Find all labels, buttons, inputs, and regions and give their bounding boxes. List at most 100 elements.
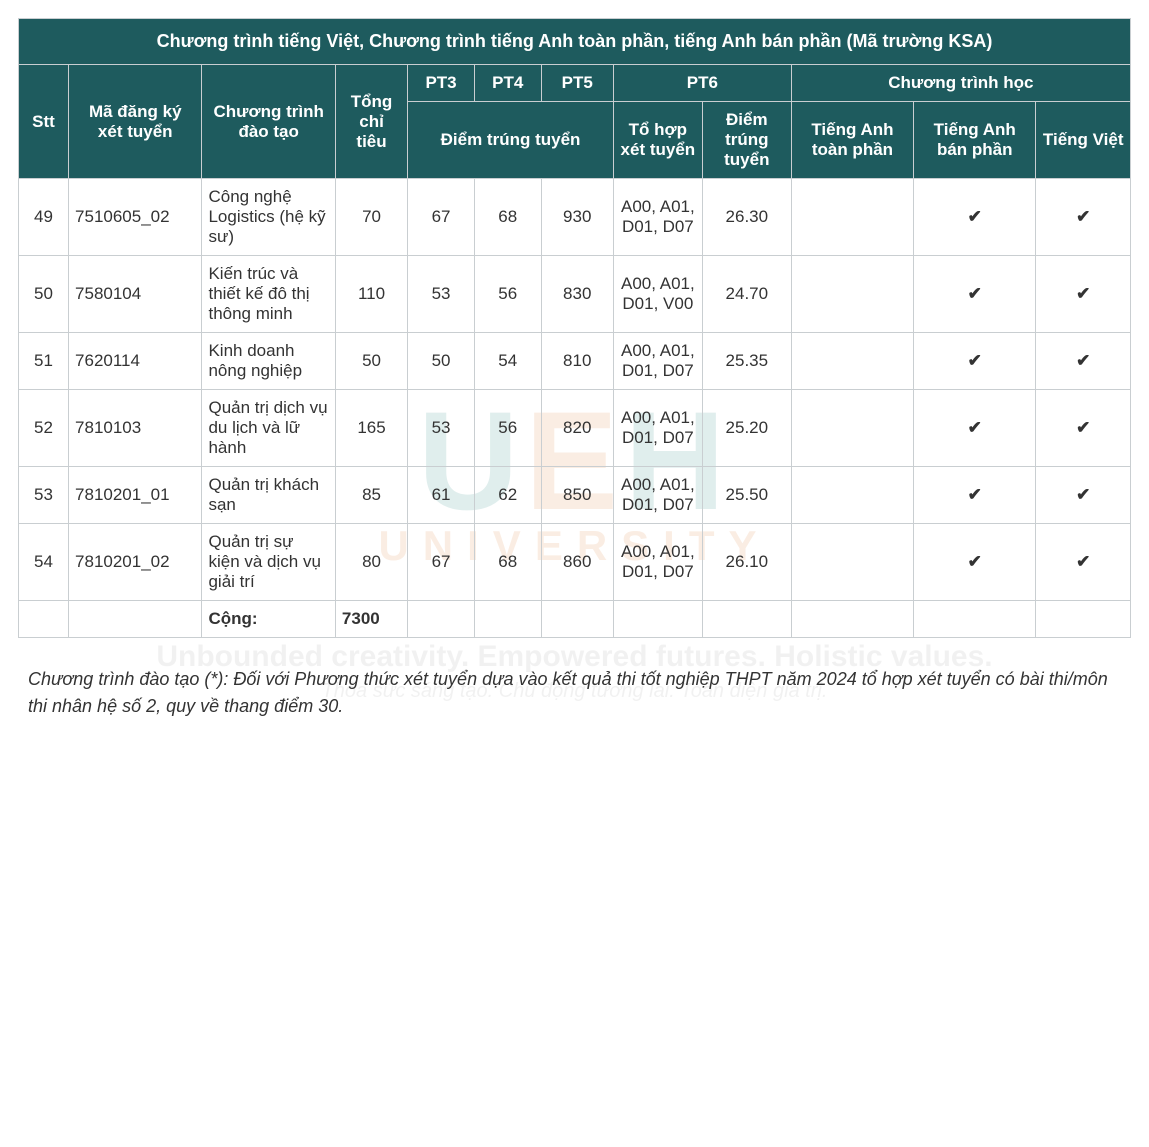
col-program: Chương trình đào tạo <box>202 65 335 179</box>
cell-ch-vi: ✔ <box>1036 333 1131 390</box>
cell-pt3: 67 <box>408 524 475 601</box>
cell-pt3: 53 <box>408 256 475 333</box>
cell-stt: 49 <box>19 179 69 256</box>
cell-ch-half: ✔ <box>914 179 1036 256</box>
cell-pt4: 56 <box>474 256 541 333</box>
cell-ch-vi: ✔ <box>1036 467 1131 524</box>
cell-pt6-score: 25.20 <box>702 390 791 467</box>
cell-pt4: 62 <box>474 467 541 524</box>
cell-program: Quản trị dịch vụ du lịch và lữ hành <box>202 390 335 467</box>
cell-ch-full <box>791 179 913 256</box>
cell-ch-full <box>791 333 913 390</box>
cell-quota: 70 <box>335 179 407 256</box>
table-row: 547810201_02Quản trị sự kiện và dịch vụ … <box>19 524 1131 601</box>
cell-ch-full <box>791 524 913 601</box>
cell-ch-vi: ✔ <box>1036 179 1131 256</box>
col-pt6-combo: Tổ hợp xét tuyển <box>613 102 702 179</box>
cell-ch-vi: ✔ <box>1036 390 1131 467</box>
cell-ch-full <box>791 256 913 333</box>
cell-program: Công nghệ Logistics (hệ kỹ sư) <box>202 179 335 256</box>
table-body: 497510605_02Công nghệ Logistics (hệ kỹ s… <box>19 179 1131 601</box>
cell-pt3: 67 <box>408 179 475 256</box>
total-label: Cộng: <box>202 601 335 638</box>
col-code: Mã đăng ký xét tuyển <box>69 65 202 179</box>
cell-pt4: 54 <box>474 333 541 390</box>
col-pt5: PT5 <box>541 65 613 102</box>
cell-quota: 85 <box>335 467 407 524</box>
cell-pt6-score: 24.70 <box>702 256 791 333</box>
col-stt: Stt <box>19 65 69 179</box>
cell-pt3: 61 <box>408 467 475 524</box>
cell-ch-full <box>791 467 913 524</box>
cell-pt5: 930 <box>541 179 613 256</box>
cell-quota: 50 <box>335 333 407 390</box>
cell-program: Quản trị khách sạn <box>202 467 335 524</box>
col-ch-vi: Tiếng Việt <box>1036 102 1131 179</box>
admissions-table: Chương trình tiếng Việt, Chương trình ti… <box>18 18 1131 638</box>
cell-stt: 52 <box>19 390 69 467</box>
cell-pt5: 860 <box>541 524 613 601</box>
cell-ch-vi: ✔ <box>1036 524 1131 601</box>
cell-pt6-score: 25.50 <box>702 467 791 524</box>
cell-pt5: 850 <box>541 467 613 524</box>
cell-program: Quản trị sự kiện và dịch vụ giải trí <box>202 524 335 601</box>
footnote-text: Chương trình đào tạo (*): Đối với Phương… <box>18 666 1131 720</box>
cell-pt4: 68 <box>474 524 541 601</box>
cell-pt3: 50 <box>408 333 475 390</box>
cell-pt6-combo: A00, A01, D01, D07 <box>613 524 702 601</box>
cell-pt3: 53 <box>408 390 475 467</box>
table-total-row: Cộng: 7300 <box>19 601 1131 638</box>
cell-program: Kiến trúc và thiết kế đô thị thông minh <box>202 256 335 333</box>
cell-pt5: 820 <box>541 390 613 467</box>
table-row: 497510605_02Công nghệ Logistics (hệ kỹ s… <box>19 179 1131 256</box>
cell-ch-half: ✔ <box>914 467 1036 524</box>
cell-ch-half: ✔ <box>914 390 1036 467</box>
col-pt6: PT6 <box>613 65 791 102</box>
cell-pt6-score: 26.30 <box>702 179 791 256</box>
cell-pt6-combo: A00, A01, D01, D07 <box>613 467 702 524</box>
cell-code: 7620114 <box>69 333 202 390</box>
cell-pt4: 56 <box>474 390 541 467</box>
col-ch-full: Tiếng Anh toàn phần <box>791 102 913 179</box>
cell-code: 7510605_02 <box>69 179 202 256</box>
col-pt3: PT3 <box>408 65 475 102</box>
col-pt6-score: Điểm trúng tuyển <box>702 102 791 179</box>
cell-stt: 53 <box>19 467 69 524</box>
col-ch-half: Tiếng Anh bán phần <box>914 102 1036 179</box>
cell-code: 7580104 <box>69 256 202 333</box>
cell-ch-half: ✔ <box>914 524 1036 601</box>
cell-pt6-score: 25.35 <box>702 333 791 390</box>
col-pt4: PT4 <box>474 65 541 102</box>
cell-code: 7810201_01 <box>69 467 202 524</box>
cell-ch-full <box>791 390 913 467</box>
cell-ch-half: ✔ <box>914 333 1036 390</box>
cell-stt: 50 <box>19 256 69 333</box>
col-score-group: Điểm trúng tuyển <box>408 102 614 179</box>
cell-code: 7810103 <box>69 390 202 467</box>
cell-ch-vi: ✔ <box>1036 256 1131 333</box>
cell-pt5: 810 <box>541 333 613 390</box>
table-row: 517620114Kinh doanh nông nghiệp505054810… <box>19 333 1131 390</box>
total-value: 7300 <box>335 601 407 638</box>
table-title: Chương trình tiếng Việt, Chương trình ti… <box>19 19 1131 65</box>
cell-pt6-combo: A00, A01, D01, D07 <box>613 390 702 467</box>
cell-pt6-score: 26.10 <box>702 524 791 601</box>
table-row: 507580104Kiến trúc và thiết kế đô thị th… <box>19 256 1131 333</box>
table-row: 537810201_01Quản trị khách sạn856162850A… <box>19 467 1131 524</box>
col-curriculum: Chương trình học <box>791 65 1130 102</box>
cell-pt4: 68 <box>474 179 541 256</box>
cell-stt: 54 <box>19 524 69 601</box>
cell-pt5: 830 <box>541 256 613 333</box>
table-row: 527810103Quản trị dịch vụ du lịch và lữ … <box>19 390 1131 467</box>
col-quota: Tổng chỉ tiêu <box>335 65 407 179</box>
cell-program: Kinh doanh nông nghiệp <box>202 333 335 390</box>
cell-code: 7810201_02 <box>69 524 202 601</box>
cell-stt: 51 <box>19 333 69 390</box>
cell-pt6-combo: A00, A01, D01, D07 <box>613 333 702 390</box>
cell-pt6-combo: A00, A01, D01, V00 <box>613 256 702 333</box>
cell-quota: 165 <box>335 390 407 467</box>
cell-pt6-combo: A00, A01, D01, D07 <box>613 179 702 256</box>
table-header: Chương trình tiếng Việt, Chương trình ti… <box>19 19 1131 179</box>
cell-ch-half: ✔ <box>914 256 1036 333</box>
cell-quota: 110 <box>335 256 407 333</box>
